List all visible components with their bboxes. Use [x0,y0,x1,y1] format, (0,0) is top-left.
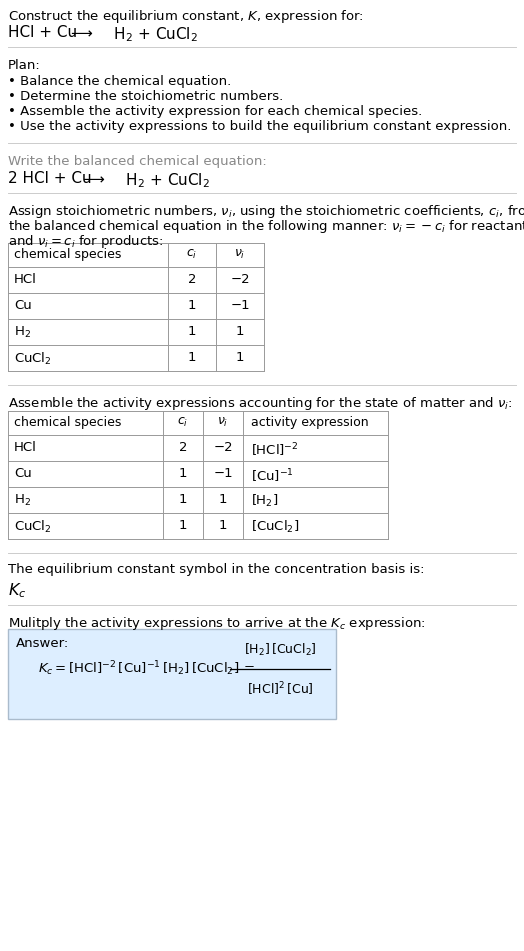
Text: Assemble the activity expressions accounting for the state of matter and $\nu_i$: Assemble the activity expressions accoun… [8,395,512,412]
Text: 2: 2 [188,273,196,286]
Text: −2: −2 [230,273,250,286]
Text: [CuCl$_2$]: [CuCl$_2$] [251,519,299,535]
Text: H$_2$: H$_2$ [14,493,31,508]
Text: • Determine the stoichiometric numbers.: • Determine the stoichiometric numbers. [8,90,283,103]
Text: −1: −1 [230,299,250,312]
Text: Cu: Cu [14,467,32,480]
Bar [8,629,336,719]
Text: activity expression: activity expression [251,416,368,429]
Text: 2: 2 [179,441,187,454]
Text: $c_i$: $c_i$ [187,248,198,262]
Text: 1: 1 [188,299,196,312]
Text: the balanced chemical equation in the following manner: $\nu_i = -c_i$ for react: the balanced chemical equation in the fo… [8,218,524,235]
Text: 1: 1 [188,351,196,364]
Text: $\longrightarrow$: $\longrightarrow$ [80,171,106,186]
Text: H$_2$ + CuCl$_2$: H$_2$ + CuCl$_2$ [116,171,210,189]
Text: HCl: HCl [14,441,37,454]
Text: 1: 1 [219,519,227,532]
Text: $K_c = [\mathrm{HCl}]^{-2}\,[\mathrm{Cu}]^{-1}\,[\mathrm{H_2}]\,[\mathrm{CuCl_2}: $K_c = [\mathrm{HCl}]^{-2}\,[\mathrm{Cu}… [38,660,255,678]
Text: chemical species: chemical species [14,248,122,261]
Text: Construct the equilibrium constant, $K$, expression for:: Construct the equilibrium constant, $K$,… [8,8,364,25]
Text: 1: 1 [219,493,227,506]
Text: 1: 1 [179,467,187,480]
Text: Plan:: Plan: [8,59,41,72]
Text: [Cu]$^{-1}$: [Cu]$^{-1}$ [251,467,294,485]
Text: −2: −2 [213,441,233,454]
Text: 1: 1 [188,325,196,338]
Text: 1: 1 [236,351,244,364]
Text: [H$_2$]: [H$_2$] [251,493,278,509]
Text: chemical species: chemical species [14,416,122,429]
Text: −1: −1 [213,467,233,480]
Text: Assign stoichiometric numbers, $\nu_i$, using the stoichiometric coefficients, $: Assign stoichiometric numbers, $\nu_i$, … [8,203,524,220]
Text: 1: 1 [179,493,187,506]
Text: $[\mathrm{HCl}]^2\,[\mathrm{Cu}]$: $[\mathrm{HCl}]^2\,[\mathrm{Cu}]$ [247,680,313,697]
Text: • Use the activity expressions to build the equilibrium constant expression.: • Use the activity expressions to build … [8,120,511,133]
Text: H$_2$: H$_2$ [14,325,31,340]
Text: Cu: Cu [14,299,32,312]
Text: 1: 1 [236,325,244,338]
Text: $\nu_i$: $\nu_i$ [217,416,228,429]
Text: 2 HCl + Cu: 2 HCl + Cu [8,171,101,186]
Text: $\longrightarrow$: $\longrightarrow$ [68,25,94,40]
Text: $K_c$: $K_c$ [8,581,26,600]
Text: HCl: HCl [14,273,37,286]
Text: $\nu_i$: $\nu_i$ [234,248,246,262]
Text: $c_i$: $c_i$ [177,416,189,429]
Text: Write the balanced chemical equation:: Write the balanced chemical equation: [8,155,267,168]
Text: H$_2$ + CuCl$_2$: H$_2$ + CuCl$_2$ [104,25,198,44]
Text: • Balance the chemical equation.: • Balance the chemical equation. [8,75,231,88]
Text: [HCl]$^{-2}$: [HCl]$^{-2}$ [251,441,299,458]
Text: and $\nu_i = c_i$ for products:: and $\nu_i = c_i$ for products: [8,233,163,250]
Text: Answer:: Answer: [16,637,69,650]
Text: 1: 1 [179,519,187,532]
Text: Mulitply the activity expressions to arrive at the $K_c$ expression:: Mulitply the activity expressions to arr… [8,615,426,632]
Text: The equilibrium constant symbol in the concentration basis is:: The equilibrium constant symbol in the c… [8,563,424,576]
Text: $[\mathrm{H_2}]\,[\mathrm{CuCl_2}]$: $[\mathrm{H_2}]\,[\mathrm{CuCl_2}]$ [244,642,316,658]
Text: CuCl$_2$: CuCl$_2$ [14,519,51,535]
Text: HCl + Cu: HCl + Cu [8,25,87,40]
Text: CuCl$_2$: CuCl$_2$ [14,351,51,367]
Text: • Assemble the activity expression for each chemical species.: • Assemble the activity expression for e… [8,105,422,118]
